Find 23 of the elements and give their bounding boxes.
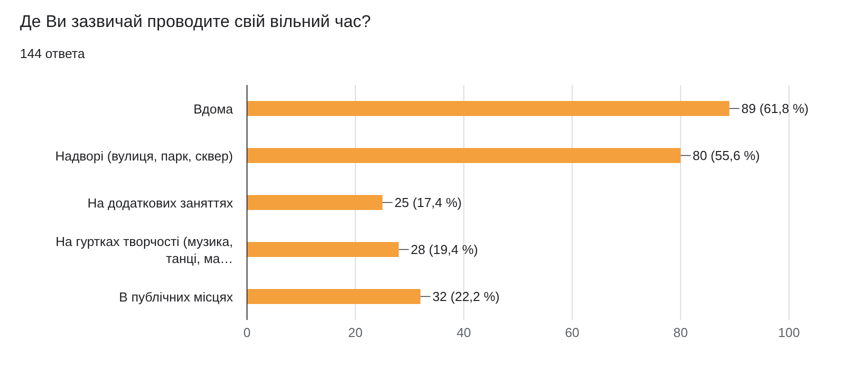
bar [247, 148, 681, 163]
y-tick-label: На гуртках творчості (музика, танці, ма… [56, 234, 233, 266]
x-tick-label: 80 [673, 325, 688, 340]
x-tick-label: 20 [348, 325, 363, 340]
data-label: 28 (19,4 %) [410, 242, 478, 257]
x-tick-label: 60 [564, 325, 580, 340]
data-label: 25 (17,4 %) [394, 194, 462, 210]
bar [247, 242, 399, 257]
bar [247, 100, 730, 116]
data-label: 89 (61,8 %) [741, 100, 809, 116]
x-tick-label: 100 [778, 325, 800, 340]
data-label: 32 (22,2 %) [432, 288, 500, 304]
y-tick-label: Надворі (вулиця, парк, сквер) [55, 148, 233, 163]
text: 144 ответа [20, 46, 86, 61]
y-tick-label: На додаткових заняттях [88, 195, 234, 210]
x-tick-label: 0 [243, 325, 251, 340]
data-label: 80 (55,6 %) [692, 148, 760, 163]
bar [247, 288, 420, 304]
y-tick-label: В публічних місцях [119, 289, 234, 304]
chart-title: Де Ви зазвичай проводите свій вільний час? [20, 11, 372, 32]
x-tick-label: 40 [456, 325, 472, 340]
bar [247, 194, 382, 210]
y-tick-label: Вдома [193, 101, 234, 116]
